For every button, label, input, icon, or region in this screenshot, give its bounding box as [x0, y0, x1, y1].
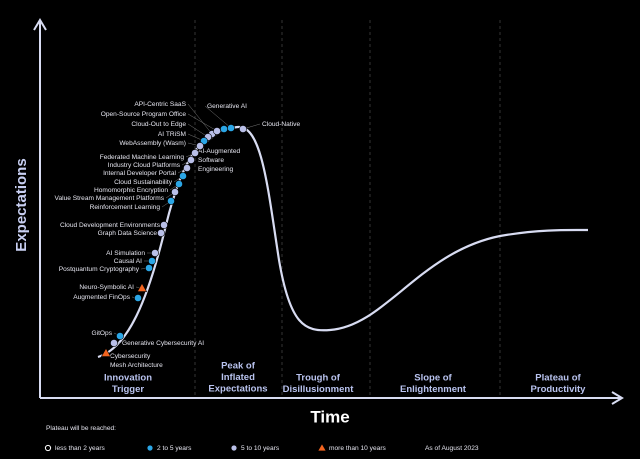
marker-dot: [148, 257, 156, 265]
phase-label: Plateau of: [535, 373, 581, 384]
marker-dot: [220, 125, 228, 133]
phase-label: Peak of: [221, 361, 256, 372]
legend-label: less than 2 years: [55, 445, 106, 452]
marker-dot: [160, 221, 168, 229]
marker-triangle: [100, 347, 112, 357]
phase-label: Trough of: [296, 373, 341, 384]
tech-label: Homomorphic Encryption: [94, 187, 168, 194]
tech-label: GitOps: [91, 330, 112, 337]
tech-label: Value Stream Management Platforms: [55, 195, 165, 202]
leader-line: [204, 105, 232, 129]
marker-dot: [151, 249, 159, 257]
tech-label: Open-Source Program Office: [101, 111, 187, 118]
marker-dot: [196, 142, 204, 150]
marker-dot: [167, 197, 175, 205]
phase-dividers: [194, 20, 501, 396]
leader-line: [187, 113, 218, 132]
phase-label: Disillusionment: [283, 384, 355, 395]
y-axis-label: Expectations: [13, 158, 30, 251]
marker-dot: [147, 445, 153, 451]
legend-title: Plateau will be reached:: [46, 425, 116, 432]
tech-label: Federated Machine Learning: [100, 154, 185, 161]
x-axis-label: Time: [310, 407, 349, 426]
tech-label: Augmented FinOps: [73, 294, 131, 301]
marker-dot: [179, 172, 187, 180]
marker-dot: [145, 264, 153, 272]
tech-label: Postquantum Cryptography: [59, 266, 140, 273]
tech-label: Software: [198, 157, 224, 164]
tech-label: Cloud-Native: [262, 121, 300, 128]
tech-label: Cybersecurity: [110, 353, 151, 360]
tech-label: Cloud Development Environments: [60, 222, 161, 229]
x-arrow: [611, 391, 624, 405]
legend-label: 5 to 10 years: [241, 445, 280, 452]
marker-dot: [110, 339, 118, 347]
marker-triangle: [136, 282, 148, 292]
tech-label: WebAssembly (Wasm): [119, 140, 186, 147]
legend-label: more than 10 years: [329, 445, 387, 452]
marker-dot: [175, 180, 183, 188]
marker-dot: [134, 294, 142, 302]
marker-triangle: [318, 444, 326, 451]
phase-label: Trigger: [112, 384, 145, 395]
marker-dot: [191, 149, 199, 157]
phase-label: Enlightenment: [400, 384, 467, 395]
tech-label: Generative AI: [207, 103, 247, 110]
tech-label: AI TRiSM: [158, 131, 186, 138]
marker-dot: [231, 445, 237, 451]
axes: [33, 18, 624, 405]
marker-dot: [157, 229, 165, 237]
tech-label: Cloud-Out to Edge: [131, 121, 186, 128]
marker-dot: [239, 125, 247, 133]
marker-dot: [213, 127, 221, 135]
tech-label: Engineering: [198, 166, 234, 173]
tech-label: AI-Augmented: [198, 148, 240, 155]
tech-label: Generative Cybersecurity AI: [122, 340, 204, 347]
nodes: API-Centric SaaS Open-Source Program Offi…: [55, 101, 301, 369]
tech-label: API-Centric SaaS: [134, 101, 186, 108]
marker-ring: [44, 444, 52, 452]
tech-label: Internal Developer Portal: [103, 170, 176, 177]
phase-label: Innovation: [104, 373, 152, 384]
phase-label: Productivity: [531, 384, 587, 395]
marker-dot: [116, 332, 124, 340]
tech-label: AI Simulation: [106, 250, 145, 257]
legend-note: As of August 2023: [425, 445, 479, 452]
marker-dot: [171, 188, 179, 196]
y-arrow: [33, 18, 47, 31]
tech-label: Causal AI: [114, 258, 142, 265]
phase-label: Inflated: [221, 372, 255, 383]
tech-label: Industry Cloud Platforms: [108, 162, 181, 169]
tech-label: Graph Data Science: [98, 230, 158, 237]
legend-label: 2 to 5 years: [157, 445, 192, 452]
tech-label: Cloud Sustainability: [114, 179, 173, 186]
tech-label: Neuro-Symbolic AI: [79, 284, 134, 291]
phase-label: Expectations: [208, 384, 267, 395]
leader-line: [187, 123, 209, 138]
marker-dot: [187, 156, 195, 164]
marker-dot: [227, 124, 235, 132]
leader-line: [187, 103, 213, 135]
tech-label: Mesh Architecture: [110, 362, 163, 369]
phase-label: Slope of: [414, 373, 452, 384]
marker-dot: [183, 164, 191, 172]
tech-label: Reinforcement Learning: [90, 204, 161, 211]
